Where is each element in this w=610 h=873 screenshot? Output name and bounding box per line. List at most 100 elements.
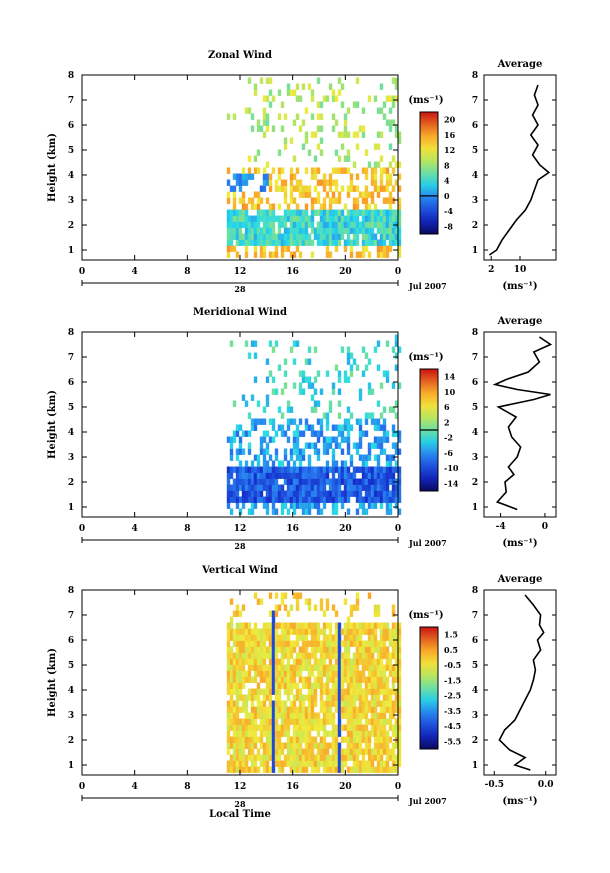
- heatmap-cell: [349, 424, 354, 431]
- heatmap-cell: [256, 484, 261, 491]
- heatmap-cell: [343, 652, 348, 659]
- heatmap-cell: [331, 496, 336, 503]
- heatmap-cell: [298, 622, 303, 629]
- heatmap-cell: [334, 502, 339, 509]
- heatmap-cell: [274, 592, 279, 599]
- heatmap-cell: [292, 628, 297, 635]
- heatmap-cell: [271, 742, 276, 749]
- colorbar-tick-label: -0.5: [444, 660, 461, 670]
- heatmap-cell: [229, 508, 234, 515]
- heatmap-cell: [379, 442, 384, 449]
- heatmap-cell: [235, 448, 240, 455]
- heatmap-cell: [250, 460, 255, 467]
- heatmap-cell: [391, 346, 396, 353]
- heatmap-cell: [262, 466, 267, 473]
- heatmap-cell: [367, 358, 372, 365]
- heatmap-cell: [283, 179, 288, 186]
- heatmap-cell: [295, 712, 300, 719]
- heatmap-cell: [355, 748, 360, 755]
- heatmap-cell: [265, 760, 270, 767]
- heatmap-cell: [304, 376, 309, 383]
- heatmap-cell: [289, 682, 294, 689]
- heatmap-cell: [394, 83, 399, 90]
- heatmap-cell: [313, 466, 318, 473]
- heatmap-cell: [304, 742, 309, 749]
- heatmap-cell: [265, 508, 270, 515]
- heatmap-cell: [250, 478, 255, 485]
- heatmap-cell: [238, 736, 243, 743]
- heatmap-cell: [235, 173, 240, 180]
- heatmap-cell: [238, 424, 243, 431]
- heatmap-cell: [349, 454, 354, 461]
- heatmap-cell: [283, 730, 288, 737]
- heatmap-cell: [247, 634, 252, 641]
- heatmap-cell: [265, 706, 270, 713]
- heatmap-cell: [316, 742, 321, 749]
- heatmap-cell: [373, 466, 378, 473]
- heatmap-cell: [307, 736, 312, 743]
- heatmap-cell: [397, 239, 402, 246]
- heatmap-cell: [319, 233, 324, 240]
- heatmap-cell: [232, 113, 237, 120]
- heatmap-cell: [313, 664, 318, 671]
- heatmap-cell: [319, 598, 324, 605]
- heatmap-cell: [361, 370, 366, 377]
- heatmap-cell: [259, 634, 264, 641]
- heatmap-cell: [265, 670, 270, 677]
- heatmap-cell: [289, 418, 294, 425]
- heatmap-cell: [328, 251, 333, 258]
- heatmap-cell: [277, 754, 282, 761]
- heatmap-cell: [265, 736, 270, 743]
- heatmap-cell: [292, 592, 297, 599]
- heatmap-cell: [256, 496, 261, 503]
- heatmap-cell: [283, 370, 288, 377]
- heatmap-cell: [241, 640, 246, 647]
- heatmap-cell: [277, 760, 282, 767]
- heatmap-cell: [370, 197, 375, 204]
- heatmap-cell: [232, 484, 237, 491]
- heatmap-cell: [229, 472, 234, 479]
- heatmap-cell: [328, 676, 333, 683]
- heatmap-cell: [373, 628, 378, 635]
- heatmap-cell: [262, 760, 267, 767]
- heatmap-cell: [235, 754, 240, 761]
- heatmap-cell: [349, 460, 354, 467]
- heatmap-cell: [286, 622, 291, 629]
- heatmap-cell: [382, 640, 387, 647]
- heatmap-cell: [340, 185, 345, 192]
- heatmap-cell: [229, 742, 234, 749]
- heatmap-cell: [352, 233, 357, 240]
- heatmap-cell: [292, 700, 297, 707]
- heatmap-cell: [304, 227, 309, 234]
- heatmap-cell: [295, 742, 300, 749]
- heatmap-cell: [331, 239, 336, 246]
- heatmap-cell: [397, 346, 402, 353]
- heatmap-cell: [307, 676, 312, 683]
- average-x-label: (ms⁻¹): [502, 281, 537, 292]
- heatmap-cell: [262, 430, 267, 437]
- heatmap-cell: [382, 251, 387, 258]
- x-tick-label: 4: [132, 267, 138, 277]
- heatmap-cell: [385, 221, 390, 228]
- heatmap-cell: [310, 766, 315, 773]
- x-tick-label: 12: [234, 267, 247, 277]
- heatmap-cell: [307, 149, 312, 156]
- heatmap-cell: [364, 724, 369, 731]
- heatmap-cell: [373, 221, 378, 228]
- heatmap-cell: [349, 712, 354, 719]
- heatmap-cell: [358, 748, 363, 755]
- heatmap-cell: [328, 628, 333, 635]
- heatmap-cell: [280, 101, 285, 108]
- heatmap-cell: [364, 718, 369, 725]
- heatmap-cell: [325, 730, 330, 737]
- heatmap-cell: [310, 406, 315, 413]
- heatmap-cell: [247, 670, 252, 677]
- heatmap-cell: [310, 466, 315, 473]
- heatmap-cell: [325, 418, 330, 425]
- heatmap-cell: [328, 694, 333, 701]
- heatmap-cell: [256, 460, 261, 467]
- heatmap-cell: [397, 712, 402, 719]
- heatmap-cell: [250, 742, 255, 749]
- heatmap-cell: [394, 430, 399, 437]
- heatmap-cell: [253, 472, 258, 479]
